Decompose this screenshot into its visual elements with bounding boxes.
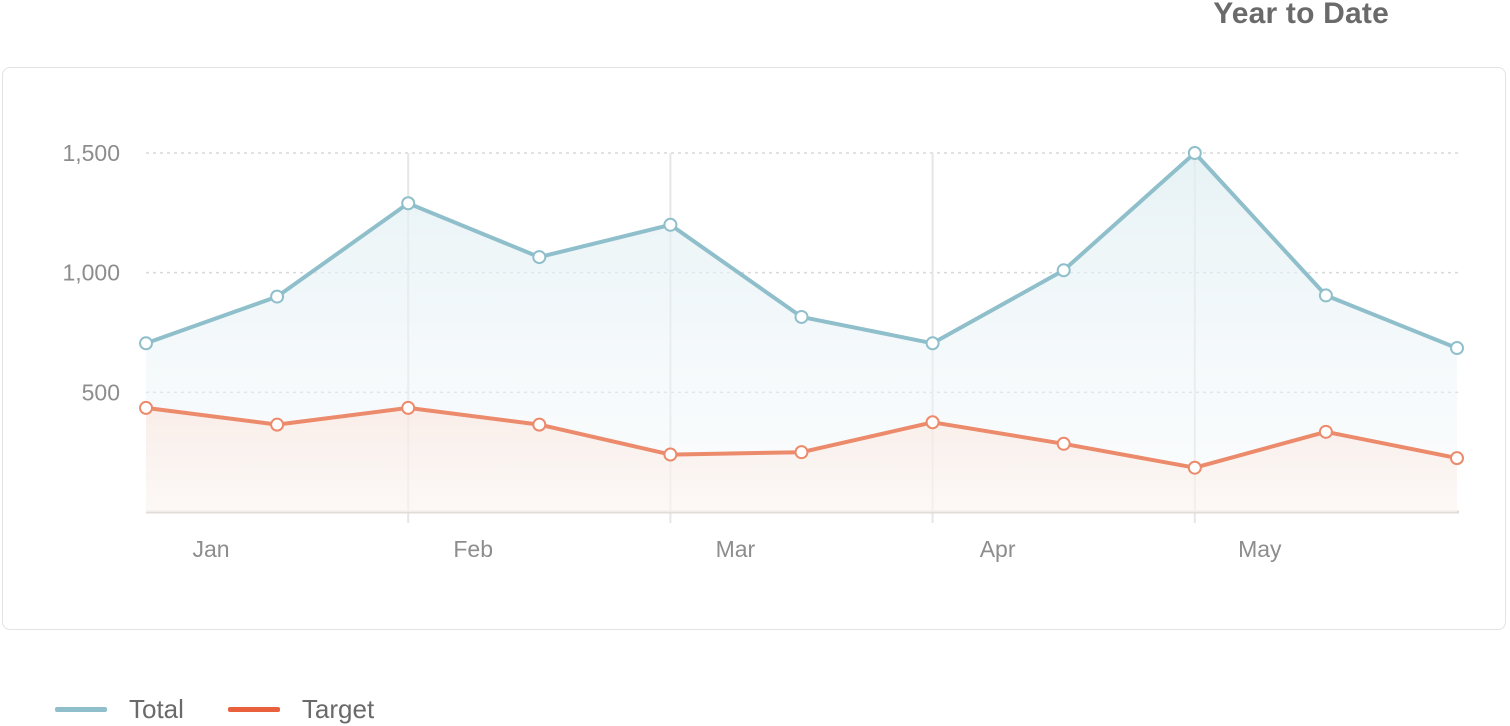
point-target[interactable] bbox=[1318, 424, 1333, 439]
point-total[interactable] bbox=[1187, 146, 1202, 160]
point-total[interactable] bbox=[139, 336, 153, 351]
chart-card: 1,500 1,000 500 Jan Feb Mar Apr May bbox=[2, 67, 1506, 630]
point-total[interactable] bbox=[1318, 288, 1333, 303]
area-fills bbox=[146, 153, 1457, 512]
point-target[interactable] bbox=[1187, 460, 1202, 475]
legend-label-total: Total bbox=[129, 694, 184, 724]
legend-item-total[interactable]: Total bbox=[55, 692, 184, 726]
legend-label-target: Target bbox=[301, 694, 375, 724]
legend-item-target[interactable]: Target bbox=[227, 692, 375, 726]
y-tick-label: 500 bbox=[82, 379, 120, 405]
point-target[interactable] bbox=[1450, 451, 1464, 466]
point-total[interactable] bbox=[401, 196, 416, 211]
line-area-chart: 1,500 1,000 500 Jan Feb Mar Apr May bbox=[62, 140, 1464, 562]
legend-swatch-total bbox=[55, 706, 107, 712]
legend: Total Target bbox=[55, 692, 418, 726]
point-total[interactable] bbox=[925, 336, 940, 351]
point-total[interactable] bbox=[663, 217, 678, 232]
point-target[interactable] bbox=[401, 400, 416, 415]
point-total[interactable] bbox=[532, 250, 547, 265]
point-target[interactable] bbox=[139, 400, 153, 415]
point-target[interactable] bbox=[794, 445, 809, 460]
y-tick-label: 1,500 bbox=[62, 140, 120, 166]
point-target[interactable] bbox=[1056, 436, 1071, 451]
point-total[interactable] bbox=[794, 309, 809, 324]
point-target[interactable] bbox=[270, 417, 285, 432]
point-target[interactable] bbox=[532, 417, 547, 432]
tick-labels: 1,500 1,000 500 Jan Feb Mar Apr May bbox=[62, 140, 1282, 562]
area-target bbox=[146, 407, 1457, 512]
point-total[interactable] bbox=[270, 289, 285, 304]
x-tick-label: Jan bbox=[192, 536, 229, 562]
x-tick-label: Feb bbox=[453, 536, 493, 562]
point-target[interactable] bbox=[663, 447, 678, 462]
point-target[interactable] bbox=[925, 415, 940, 430]
y-tick-label: 1,000 bbox=[62, 260, 120, 286]
page-title: Year to Date bbox=[1213, 0, 1389, 30]
x-tick-label: Mar bbox=[716, 536, 756, 562]
data-points bbox=[139, 146, 1464, 475]
point-total[interactable] bbox=[1450, 341, 1464, 356]
point-total[interactable] bbox=[1056, 263, 1071, 278]
x-tick-label: May bbox=[1238, 536, 1282, 562]
x-tick-label: Apr bbox=[980, 536, 1016, 562]
legend-swatch-target bbox=[227, 706, 280, 712]
